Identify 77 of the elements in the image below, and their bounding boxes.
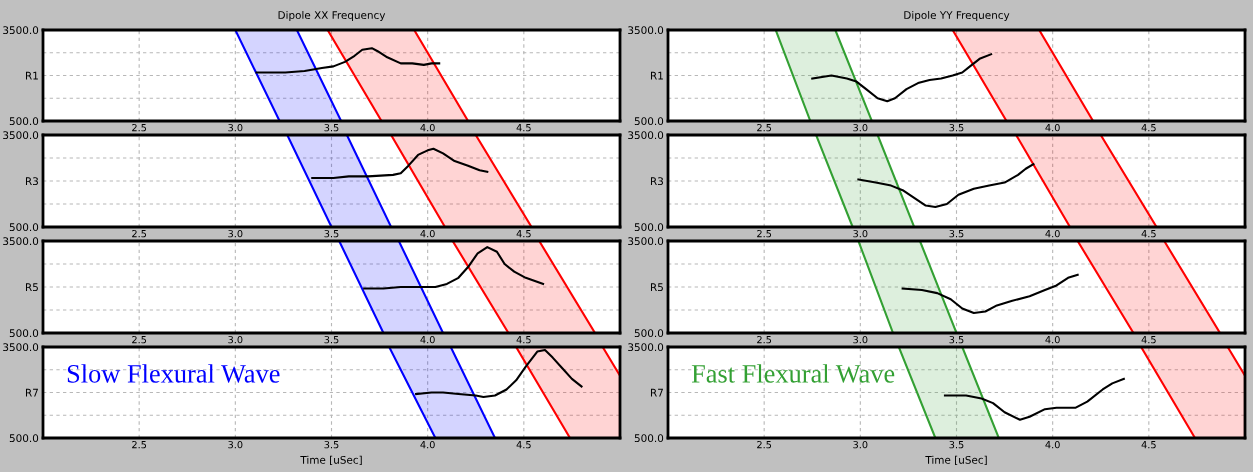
x-tick-label: 4.0 (1045, 229, 1060, 238)
x-tick-label: 2.5 (757, 440, 772, 449)
y-tick-label: 3500.0 (628, 343, 664, 352)
y-tick-label: R3 (25, 177, 38, 186)
x-tick-label: 3.0 (853, 440, 868, 449)
y-tick-label: 3500.0 (628, 237, 664, 246)
y-tick-label: R5 (25, 283, 38, 292)
y-tick-label: 500.0 (9, 117, 39, 126)
y-tick-label: 500.0 (9, 223, 39, 232)
annotation: Slow Flexural Wave (67, 364, 280, 383)
y-tick-label: R1 (650, 71, 663, 80)
x-tick-label: 3.5 (949, 440, 964, 449)
y-tick-label: 500.0 (634, 223, 664, 232)
x-tick-label: 4.0 (420, 229, 435, 238)
x-tick-label: 4.0 (1045, 123, 1060, 132)
y-tick-label: R7 (650, 388, 663, 397)
line-series (363, 246, 545, 290)
x-tick-label: 2.5 (132, 440, 147, 449)
y-tick-label: 3500.0 (3, 343, 39, 352)
y-tick-label: R7 (25, 388, 38, 397)
x-tick-label: 2.5 (132, 123, 147, 132)
line-series (943, 377, 1125, 421)
x-tick-label: 2.5 (757, 123, 772, 132)
x-tick-label: 3.5 (324, 123, 339, 132)
x-tick-label: 2.5 (757, 229, 772, 238)
x-tick-label: 4.0 (420, 123, 435, 132)
y-tick-label: 500.0 (9, 434, 39, 443)
x-tick-label: 3.0 (228, 440, 243, 449)
line-series (311, 147, 489, 179)
y-tick-label: 3500.0 (3, 237, 39, 246)
x-tick-label: 3.5 (949, 229, 964, 238)
y-tick-label: 3500.0 (3, 131, 39, 140)
x-tick-label: 3.0 (228, 335, 243, 344)
x-tick-label: 4.0 (1045, 440, 1060, 449)
x-tick-label: 4.5 (1141, 230, 1156, 238)
x-tick-label: 2.5 (132, 229, 147, 238)
x-tick-label: 4.5 (1141, 124, 1156, 132)
line-series (857, 163, 1035, 209)
y-tick-label: R3 (650, 177, 663, 186)
x-tick-label: 3.0 (853, 335, 868, 344)
x-tick-label: 3.5 (949, 123, 964, 132)
x-tick-label: 4.5 (1141, 441, 1156, 449)
line-series (811, 53, 993, 103)
x-tick-label: 4.5 (516, 230, 531, 238)
x-tick-label: 4.5 (516, 124, 531, 132)
x-tick-label: 3.0 (228, 123, 243, 132)
y-tick-label: 500.0 (634, 434, 664, 443)
line-series (255, 47, 441, 74)
y-tick-label: 3500.0 (628, 26, 664, 35)
chart-title: Dipole YY Frequency (904, 10, 1010, 22)
annotation: Fast Flexural Wave (691, 364, 895, 383)
y-tick-label: 500.0 (9, 329, 39, 338)
y-tick-label: 500.0 (634, 329, 664, 338)
x-tick-label: 3.5 (324, 229, 339, 238)
x-tick-label: 2.5 (757, 335, 772, 344)
x-tick-label: 3.5 (324, 335, 339, 344)
x-tick-label: 2.5 (132, 335, 147, 344)
x-tick-label: 4.0 (420, 440, 435, 449)
y-tick-label: 3500.0 (628, 131, 664, 140)
x-tick-label: 3.0 (853, 229, 868, 238)
x-tick-label: 4.5 (516, 441, 531, 449)
chart-title: Dipole XX Frequency (278, 10, 386, 22)
x-tick-label: 3.0 (228, 229, 243, 238)
x-tick-label: 3.5 (324, 440, 339, 449)
x-tick-label: 3.0 (853, 123, 868, 132)
x-tick-label: 4.5 (516, 336, 531, 344)
x-tick-label: 4.0 (1045, 335, 1060, 344)
y-tick-label: R5 (650, 283, 663, 292)
x-axis-title: Time [uSec] (925, 455, 987, 466)
x-tick-label: 4.0 (420, 335, 435, 344)
x-tick-label: 3.5 (949, 335, 964, 344)
y-tick-label: 500.0 (634, 117, 664, 126)
y-tick-label: R1 (25, 71, 38, 80)
x-axis-title: Time [uSec] (300, 455, 362, 466)
line-series (901, 273, 1079, 315)
x-tick-label: 4.5 (1141, 336, 1156, 344)
y-tick-label: 3500.0 (3, 26, 39, 35)
